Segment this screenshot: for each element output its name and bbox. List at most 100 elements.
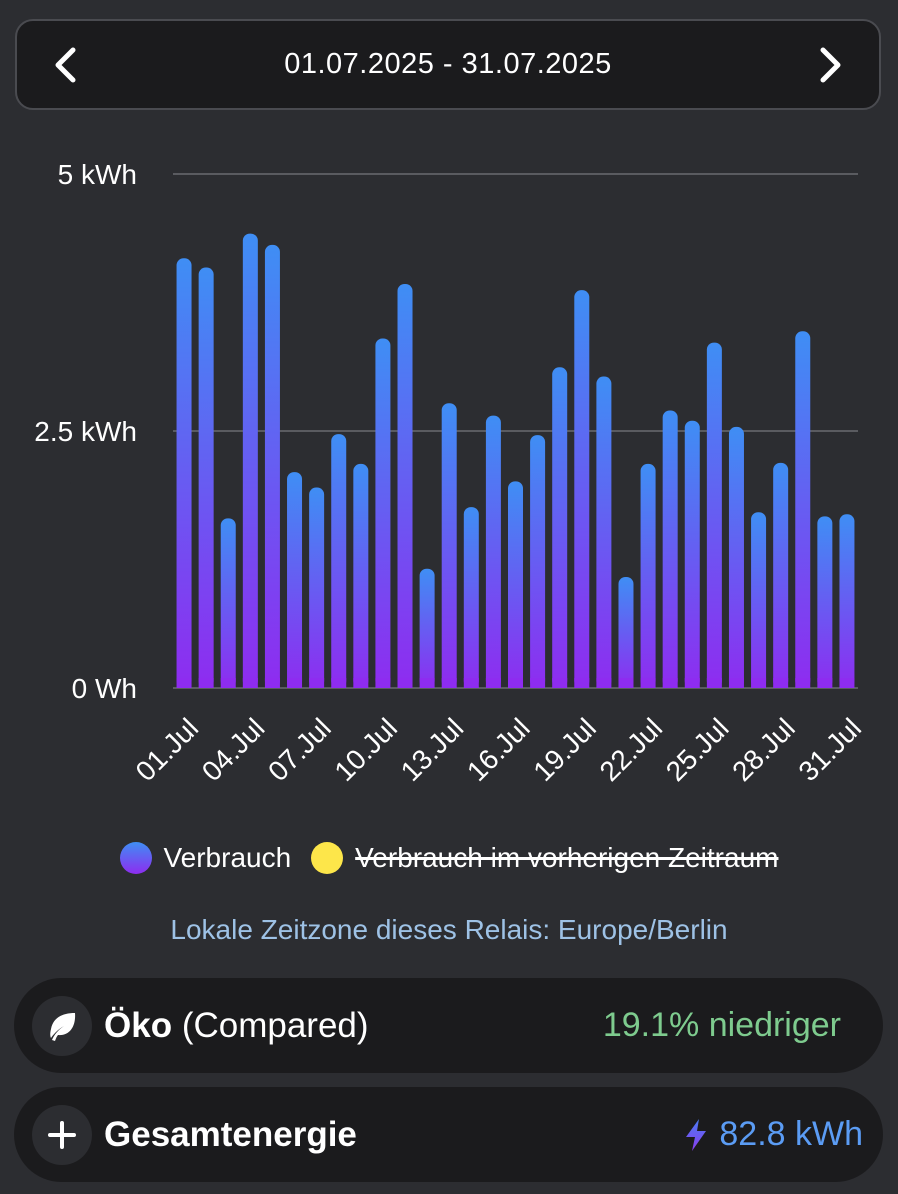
bar-22.Jul[interactable] bbox=[640, 463, 656, 688]
bar-base bbox=[552, 678, 568, 688]
x-tick-label: 01.Jul bbox=[130, 712, 205, 787]
bar-07.Jul[interactable] bbox=[309, 487, 325, 688]
eco-comparison-value: 19.1% niedriger bbox=[603, 1006, 841, 1045]
eco-value-text: 19.1% niedriger bbox=[602, 1006, 841, 1044]
legend-label-previous-period: Verbrauch im vorherigen Zeitraum bbox=[355, 842, 779, 873]
x-tick-label: 22.Jul bbox=[594, 712, 669, 787]
lightning-bolt-icon bbox=[686, 1118, 707, 1151]
bar-base bbox=[220, 678, 236, 688]
x-tick-label: 04.Jul bbox=[196, 712, 271, 787]
x-tick-label: 19.Jul bbox=[527, 712, 602, 787]
bar-08.Jul[interactable] bbox=[331, 434, 347, 688]
bar-base bbox=[508, 678, 523, 688]
bar-21.Jul[interactable] bbox=[618, 576, 634, 688]
expand-icon-circle bbox=[32, 1104, 92, 1165]
bar-base bbox=[684, 678, 700, 688]
next-period-button[interactable] bbox=[791, 21, 871, 108]
bar-base bbox=[773, 678, 789, 688]
bar-base bbox=[574, 678, 590, 688]
bar-base bbox=[309, 678, 325, 688]
bar-01.Jul[interactable] bbox=[176, 258, 192, 688]
bar-base bbox=[817, 678, 833, 688]
bar-25.Jul[interactable] bbox=[706, 342, 722, 688]
previous-period-button[interactable] bbox=[25, 21, 105, 108]
x-tick-label: 28.Jul bbox=[726, 712, 801, 787]
bar-10.Jul[interactable] bbox=[375, 338, 391, 688]
x-tick-label: 10.Jul bbox=[328, 712, 403, 787]
bar-29.Jul[interactable] bbox=[795, 331, 811, 688]
bar-base bbox=[596, 678, 612, 688]
bar-17.Jul[interactable] bbox=[530, 435, 546, 688]
bar-base bbox=[198, 678, 214, 688]
bar-05.Jul[interactable] bbox=[264, 244, 280, 688]
bar-base bbox=[441, 678, 457, 688]
bar-02.Jul[interactable] bbox=[198, 267, 214, 688]
bar-12.Jul[interactable] bbox=[419, 568, 435, 688]
legend-item-previous-period[interactable]: Verbrauch im vorherigen Zeitraum bbox=[311, 842, 778, 874]
bar-base bbox=[331, 678, 347, 688]
bar-base bbox=[397, 678, 413, 688]
bar-28.Jul[interactable] bbox=[773, 462, 789, 688]
eco-icon-circle bbox=[32, 995, 92, 1056]
bar-base bbox=[795, 678, 811, 688]
leaf-icon bbox=[50, 1012, 76, 1041]
chevron-right-icon bbox=[820, 47, 841, 82]
bar-base bbox=[839, 678, 855, 688]
plus-icon bbox=[48, 1120, 76, 1149]
bar-base bbox=[618, 678, 634, 688]
bar-base bbox=[706, 678, 722, 688]
bar-24.Jul[interactable] bbox=[684, 420, 700, 688]
total-value-text: 82.8 kWh bbox=[719, 1115, 863, 1153]
bar-base bbox=[353, 678, 369, 688]
bar-base bbox=[640, 678, 656, 688]
bar-base bbox=[728, 678, 744, 688]
bar-base bbox=[463, 678, 479, 688]
legend-label-verbrauch: Verbrauch bbox=[163, 842, 292, 873]
bar-09.Jul[interactable] bbox=[353, 463, 369, 688]
bar-27.Jul[interactable] bbox=[751, 512, 767, 688]
eco-subtitle: (Compared) bbox=[181, 1005, 369, 1045]
consumption-bar-chart: 5 kWh 2.5 kWh 0 Wh 01.Jul04.Jul07.Jul10.Ju… bbox=[34, 159, 867, 787]
timezone-note: Lokale Zeitzone dieses Relais: Europe/Be… bbox=[170, 914, 728, 945]
bar-04.Jul[interactable] bbox=[242, 233, 258, 688]
y-tick-label: 2.5 kWh bbox=[34, 416, 137, 447]
bar-base bbox=[662, 678, 678, 688]
y-tick-label: 0 Wh bbox=[72, 673, 137, 704]
bar-31.Jul[interactable] bbox=[839, 514, 855, 688]
date-range-selector: 01.07.2025 - 31.07.2025 bbox=[15, 19, 881, 110]
legend-swatch-verbrauch bbox=[119, 842, 152, 874]
bar-base bbox=[375, 678, 391, 688]
bar-06.Jul[interactable] bbox=[287, 472, 303, 688]
bar-base bbox=[242, 678, 258, 688]
legend-swatch-previous-period bbox=[311, 842, 344, 874]
chart-legend: Verbrauch Verbrauch im vorherigen Zeitra… bbox=[0, 838, 898, 878]
bar-base bbox=[530, 678, 546, 688]
bar-23.Jul[interactable] bbox=[662, 410, 678, 688]
bar-18.Jul[interactable] bbox=[552, 367, 568, 688]
x-tick-label: 31.Jul bbox=[792, 712, 867, 787]
x-tick-label: 25.Jul bbox=[660, 712, 735, 787]
eco-title: Öko bbox=[104, 1005, 173, 1045]
bar-19.Jul[interactable] bbox=[574, 290, 590, 688]
legend-item-verbrauch[interactable]: Verbrauch bbox=[119, 842, 292, 874]
x-tick-label: 13.Jul bbox=[395, 712, 470, 787]
total-title: Gesamtenergie bbox=[104, 1114, 357, 1154]
bar-11.Jul[interactable] bbox=[397, 283, 413, 688]
eco-card-title: Öko (Compared) bbox=[104, 1006, 369, 1046]
bar-15.Jul[interactable] bbox=[485, 415, 501, 688]
bar-14.Jul[interactable] bbox=[463, 507, 479, 688]
chevron-left-icon bbox=[55, 47, 76, 82]
bar-16.Jul[interactable] bbox=[508, 481, 523, 688]
bar-base bbox=[287, 678, 303, 688]
bar-03.Jul[interactable] bbox=[220, 518, 236, 688]
bar-13.Jul[interactable] bbox=[441, 403, 457, 688]
bar-20.Jul[interactable] bbox=[596, 376, 612, 688]
y-tick-label: 5 kWh bbox=[58, 159, 137, 190]
bar-26.Jul[interactable] bbox=[728, 426, 744, 688]
bar-base bbox=[485, 678, 501, 688]
total-energy-card[interactable]: Gesamtenergie 82.8 kWh bbox=[14, 1087, 883, 1182]
bar-base bbox=[264, 678, 280, 688]
date-range-label[interactable]: 01.07.2025 - 31.07.2025 bbox=[284, 48, 612, 80]
bar-30.Jul[interactable] bbox=[817, 516, 833, 688]
eco-comparison-card[interactable]: Öko (Compared) 19.1% niedriger bbox=[14, 978, 883, 1073]
